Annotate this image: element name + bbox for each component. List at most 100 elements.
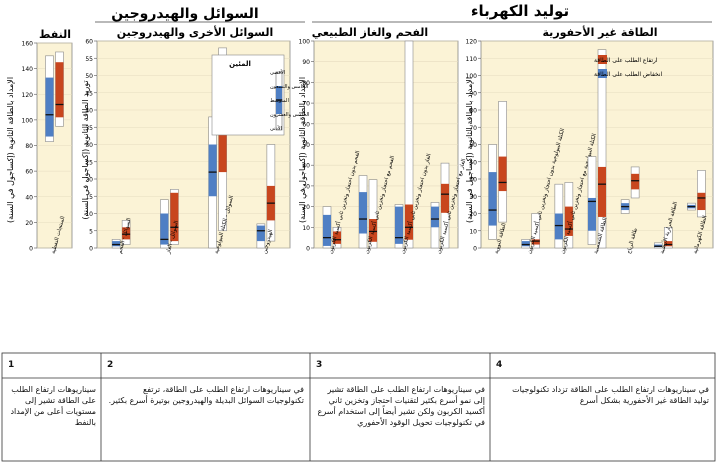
y-tick-label: 30 (469, 194, 477, 201)
percentile-p25: الخامس والعشرون (270, 112, 309, 118)
box-iqr (405, 204, 413, 240)
y-tick-label: 80 (25, 143, 33, 150)
box-iqr (55, 62, 64, 118)
ylabel-oil: الإمداد بالطاقة الثانوية (إكساجول في الس… (6, 77, 16, 223)
y-tick-label: 30 (85, 142, 93, 149)
y-tick-label: 35 (85, 125, 93, 132)
box-iqr (564, 206, 573, 236)
y-tick-label: 45 (85, 90, 93, 97)
percentile-max: الأقصى (270, 69, 285, 76)
legend-percentiles: المئين الأقصى الخامس والتسعون المتوسط ال… (211, 54, 309, 136)
box-iqr (395, 206, 403, 244)
y-tick-label: 10 (302, 225, 310, 232)
box-iqr (170, 192, 179, 242)
legend-high-label: ارتفاع الطلب على الطاقة (594, 57, 658, 64)
y-tick-label: 55 (85, 56, 93, 63)
box-iqr (498, 156, 507, 192)
footer-text-2: في سيناريوهات ارتفاع الطلب على الطاقة، ت… (108, 385, 304, 405)
box-range (597, 49, 607, 249)
footer-text-1: سيناريوهات ارتفاع الطلب على الطاقة تشير … (10, 385, 96, 427)
y-tick-label: 20 (25, 220, 33, 227)
box-iqr (333, 231, 341, 244)
box-iqr (112, 241, 121, 247)
box-iqr (45, 77, 54, 137)
footer-text-3: في سيناريوهات ارتفاع الطلب على الطاقة تش… (317, 385, 485, 427)
box-iqr (521, 241, 530, 247)
y-tick-label: 50 (469, 159, 477, 166)
y-tick-label: 0 (29, 246, 33, 253)
y-tick-label: 80 (302, 80, 310, 87)
y-tick-label: 60 (85, 39, 93, 46)
y-tick-label: 120 (22, 92, 34, 99)
panel-title-other-liquids: السوائل الأخرى والهيدروجين (117, 25, 274, 39)
box-iqr (488, 172, 497, 226)
panel-title-coal-gas: الفحم والغاز الطبيعي (312, 26, 428, 39)
y-tick-label: 90 (469, 90, 477, 97)
footer-text-4: في سيناريوهات ارتفاع الطلب على الطاقة تز… (512, 385, 709, 405)
box-iqr (588, 197, 596, 231)
footer-num-1: 1 (8, 360, 15, 370)
percentile-legend-box (211, 54, 285, 136)
y-tick-label: 60 (469, 142, 477, 149)
legend-low-swatch (598, 69, 607, 78)
box-iqr (631, 173, 640, 190)
y-tick-label: 25 (85, 159, 93, 166)
y-tick-label: 40 (302, 163, 310, 170)
box-range (368, 179, 378, 249)
box-iqr (664, 241, 673, 247)
panel-title-non-fossil: الطاقة غير الأحفورية (543, 25, 658, 39)
ylabel-non-fossil: الإمداد بالطاقة الثانوية (إكساجول في الس… (465, 77, 475, 223)
y-tick-label: 40 (469, 177, 477, 184)
box-iqr (531, 239, 540, 245)
y-tick-label: 140 (22, 66, 34, 73)
box-iqr (431, 206, 439, 228)
box-iqr (160, 213, 169, 245)
ylabel-coal-gas: الإمداد بالطاقة الثانوية (إكساجول في الس… (298, 77, 308, 223)
y-tick-label: 50 (302, 142, 310, 149)
y-tick-label: 160 (22, 41, 34, 48)
footer-notes (1, 352, 716, 462)
footer-frame (1, 352, 716, 462)
y-tick-label: 10 (469, 228, 477, 235)
y-tick-label: 120 (466, 39, 478, 46)
y-tick-label: 60 (302, 121, 310, 128)
footer-num-3: 3 (316, 360, 323, 370)
y-tick-label: 40 (85, 108, 93, 115)
box-iqr (441, 183, 449, 213)
y-tick-label: 5 (89, 228, 93, 235)
y-tick-label: 70 (302, 101, 310, 108)
y-tick-label: 15 (85, 194, 93, 201)
panel-title-oil: النفط (39, 28, 71, 41)
y-tick-label: 10 (85, 211, 93, 218)
y-tick-label: 20 (302, 204, 310, 211)
y-tick-label: 80 (469, 108, 477, 115)
legend-low-label: انخفاض الطلب على الطاقة (594, 71, 663, 78)
y-tick-label: 100 (299, 39, 311, 46)
box-range (404, 40, 414, 249)
y-tick-label: 20 (469, 211, 477, 218)
y-tick-label: 90 (302, 59, 310, 66)
percentile-legend-title: المئين (229, 60, 251, 68)
y-tick-label: 100 (466, 73, 478, 80)
legend-nonfossil: ارتفاع الطلب على الطاقة انخفاض الطلب على… (594, 55, 663, 78)
percentile-p95: الخامس والتسعون (270, 84, 308, 90)
box-iqr (554, 213, 563, 240)
percentile-median-label: المتوسط (270, 98, 289, 104)
y-tick-label: 0 (473, 246, 477, 253)
y-tick-label: 30 (302, 183, 310, 190)
box-iqr (323, 214, 331, 246)
y-tick-label: 0 (306, 246, 310, 253)
y-tick-label: 40 (25, 194, 33, 201)
percentile-min: الأدنى (270, 125, 282, 132)
header-electricity: توليد الكهرباء (471, 2, 569, 20)
y-tick-label: 50 (85, 73, 93, 80)
box-iqr (369, 219, 377, 242)
y-tick-label: 110 (466, 56, 478, 63)
y-tick-label: 100 (22, 117, 34, 124)
ylabel-other-liquids: توريد الطاقة الثانوية (إكساجول في السنة) (81, 80, 91, 219)
